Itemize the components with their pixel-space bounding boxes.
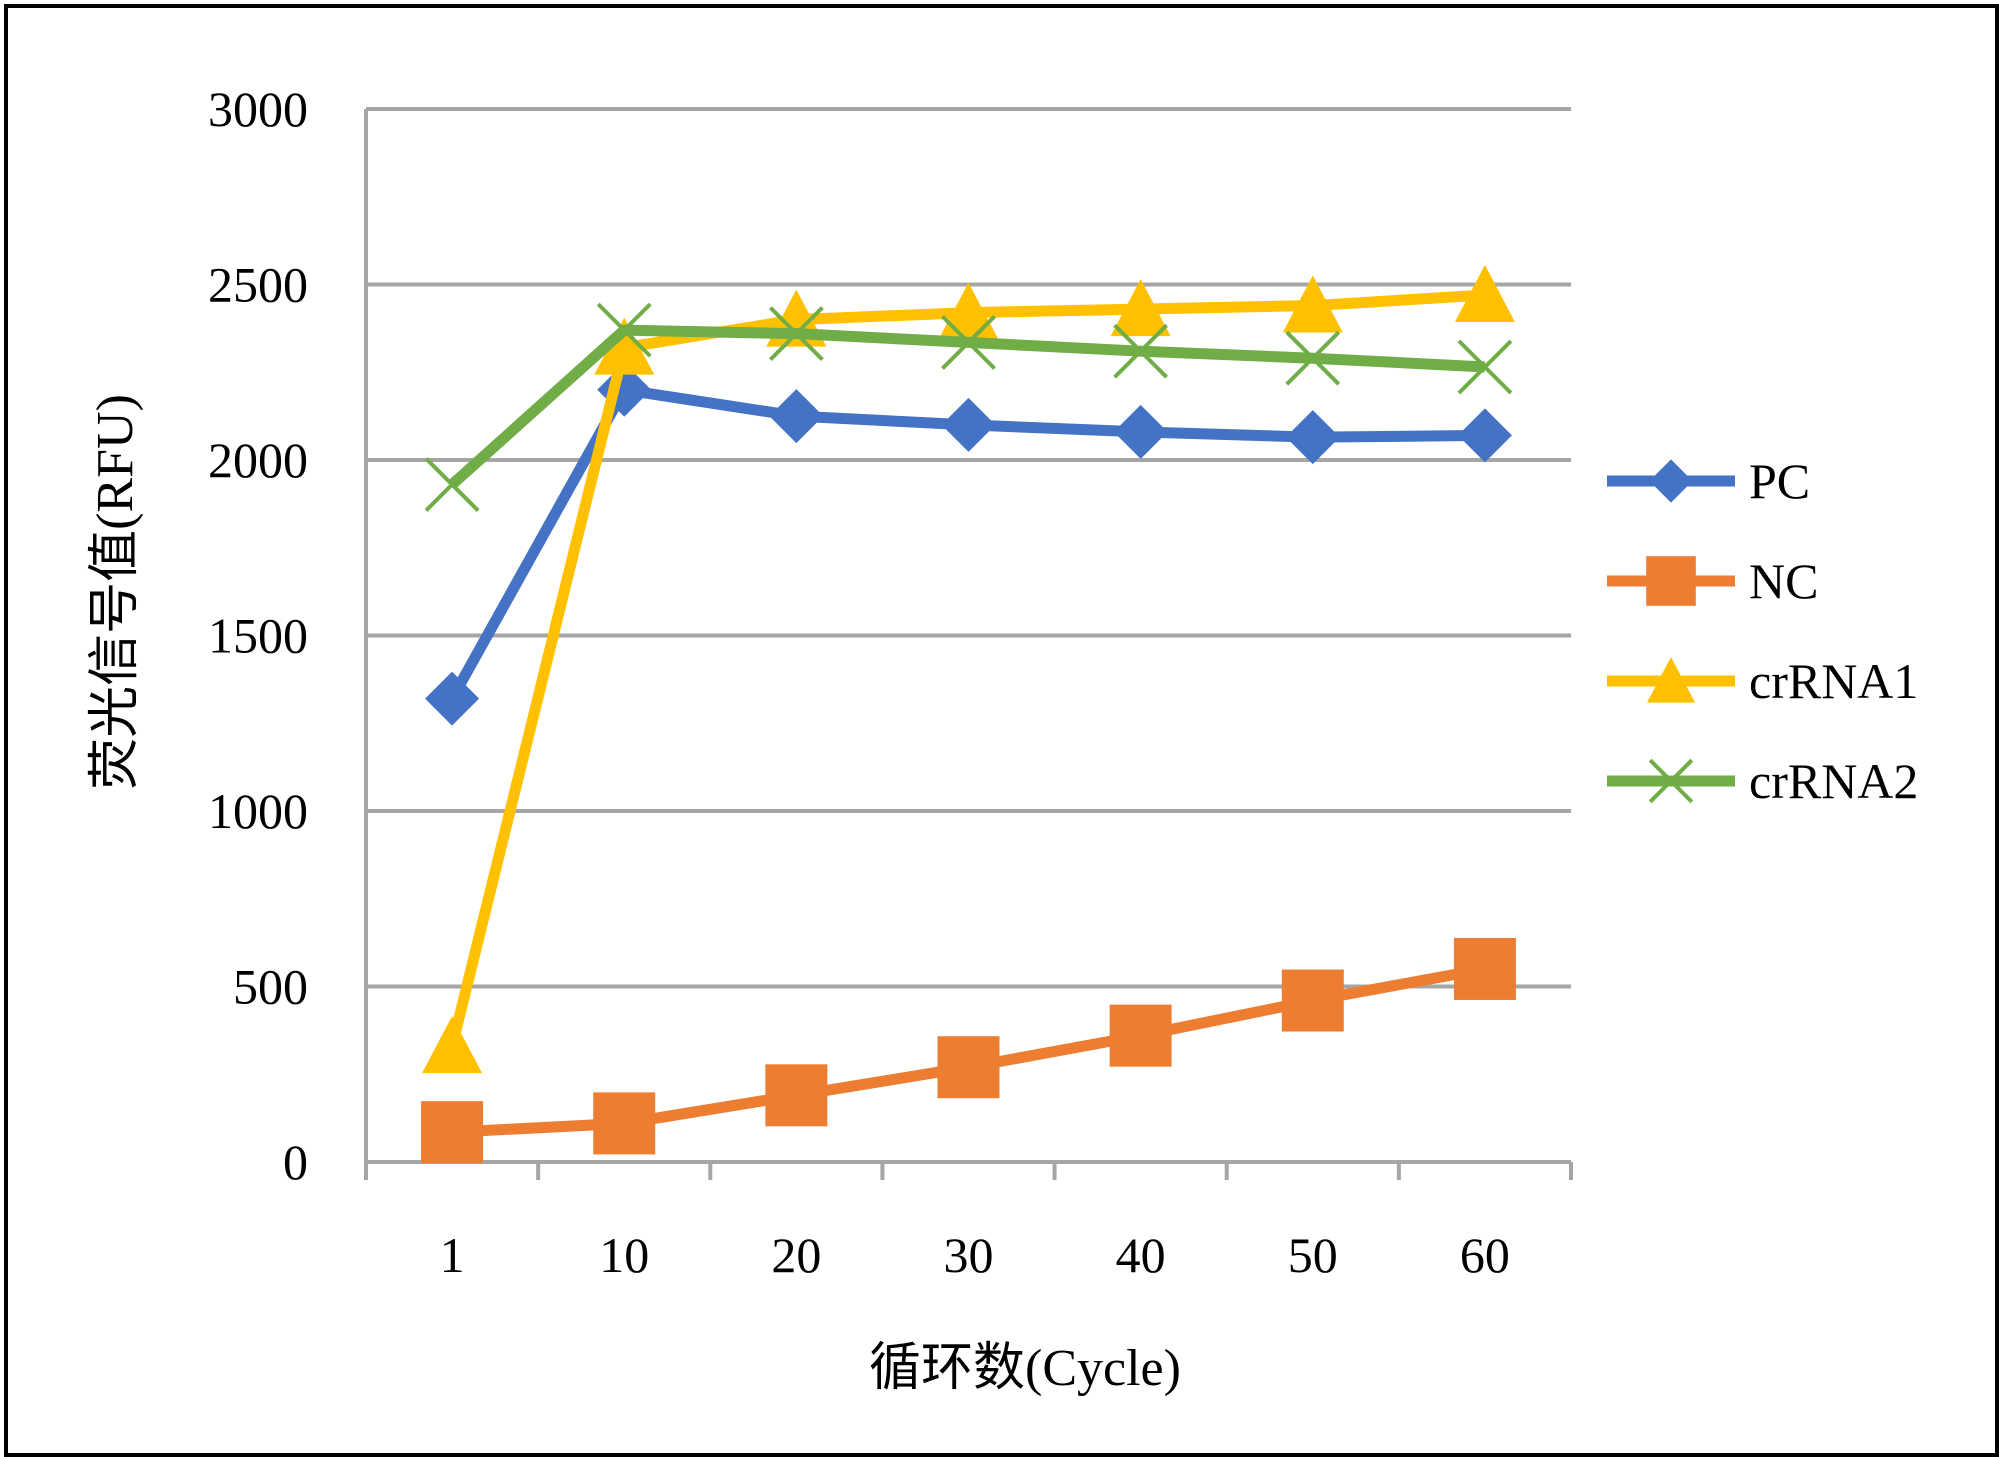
data-point-crrna2 xyxy=(1113,323,1169,379)
data-point-crrna2 xyxy=(1285,330,1341,386)
data-point-crrna1 xyxy=(1110,279,1171,337)
legend-item-crrna1: crRNA1 xyxy=(1607,653,1918,709)
marker-stroke xyxy=(596,302,652,358)
legend-item-crrna2: crRNA2 xyxy=(1607,753,1918,809)
data-point-nc xyxy=(1281,969,1344,1032)
data-point-nc xyxy=(421,1101,484,1164)
x-tick-label: 40 xyxy=(1116,1227,1166,1283)
marker-stroke xyxy=(1648,758,1694,804)
data-point-nc xyxy=(1453,937,1516,1000)
marker-stroke xyxy=(424,457,480,512)
x-tick-label: 20 xyxy=(771,1227,821,1283)
axes: 0 500 1000 1500 2000 2500 3000 1 10 20 30 40 50 60 xyxy=(208,81,1573,1283)
y-tick-label: 2500 xyxy=(208,257,308,313)
x-tick-label: 1 xyxy=(440,1227,465,1283)
chart-frame xyxy=(4,4,1999,1457)
y-axis-title: 荧光信号值(RFU) xyxy=(87,394,144,790)
y-tick-label: 500 xyxy=(233,959,308,1015)
y-tick-label: 2000 xyxy=(208,432,308,488)
data-point-nc xyxy=(593,1092,656,1155)
y-tick-label: 1000 xyxy=(208,783,308,839)
x-tick-label: 50 xyxy=(1288,1227,1338,1283)
legend-marker-pc xyxy=(1649,459,1693,503)
series-crrna1 xyxy=(422,265,1515,1074)
legend-item-nc: NC xyxy=(1607,553,1818,609)
data-point-pc xyxy=(1113,404,1168,459)
marker-stroke xyxy=(1457,339,1513,395)
legend: PC NC crRNA1 crRNA2 xyxy=(1607,453,1918,809)
x-tick-label: 60 xyxy=(1460,1227,1510,1283)
legend-marker-crrna1 xyxy=(1647,657,1695,703)
data-point-nc xyxy=(1109,1004,1172,1067)
marker-stroke xyxy=(1285,330,1341,386)
y-tick-label: 3000 xyxy=(208,81,308,137)
data-point-pc xyxy=(769,389,824,444)
data-point-crrna2 xyxy=(424,457,480,512)
data-point-crrna2 xyxy=(596,302,652,358)
data-point-nc xyxy=(765,1064,828,1127)
series-crrna2 xyxy=(424,302,1513,512)
data-point-pc xyxy=(1285,410,1340,465)
data-point-pc xyxy=(425,671,480,726)
legend-label-pc: PC xyxy=(1749,453,1810,509)
x-tick-label: 10 xyxy=(599,1227,649,1283)
y-tick-label: 0 xyxy=(283,1134,308,1190)
series-pc xyxy=(425,362,1512,726)
data-point-crrna2 xyxy=(768,306,824,362)
legend-marker-nc xyxy=(1646,556,1696,606)
data-point-crrna2 xyxy=(1457,339,1513,395)
legend-item-pc: PC xyxy=(1607,453,1810,509)
data-point-nc xyxy=(937,1036,1000,1099)
data-point-crrna1 xyxy=(1282,275,1343,333)
y-tick-label: 1500 xyxy=(208,608,308,664)
series-nc xyxy=(421,937,1516,1164)
legend-marker-crrna2 xyxy=(1648,758,1694,804)
x-tick-label: 30 xyxy=(944,1227,994,1283)
x-axis-title: 循环数(Cycle) xyxy=(869,1340,1181,1397)
marker-stroke xyxy=(768,306,824,362)
data-point-pc xyxy=(941,397,996,452)
legend-label-crrna2: crRNA2 xyxy=(1749,753,1918,809)
data-point-crrna1 xyxy=(594,317,655,375)
data-point-crrna1 xyxy=(422,1016,483,1074)
marker-stroke xyxy=(941,315,996,370)
data-point-crrna2 xyxy=(941,315,996,370)
marker-stroke xyxy=(1113,323,1169,379)
data-point-crrna1 xyxy=(1454,265,1515,323)
series-lines xyxy=(421,265,1516,1164)
legend-label-nc: NC xyxy=(1749,553,1818,609)
legend-label-crrna1: crRNA1 xyxy=(1749,653,1918,709)
data-point-pc xyxy=(1457,408,1512,463)
gridlines xyxy=(366,107,1571,989)
